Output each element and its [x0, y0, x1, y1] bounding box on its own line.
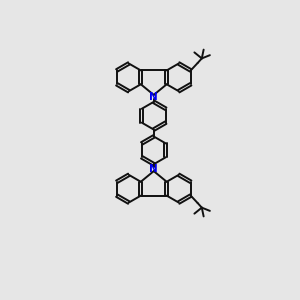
Text: N: N [149, 92, 158, 102]
Text: N: N [149, 164, 158, 174]
